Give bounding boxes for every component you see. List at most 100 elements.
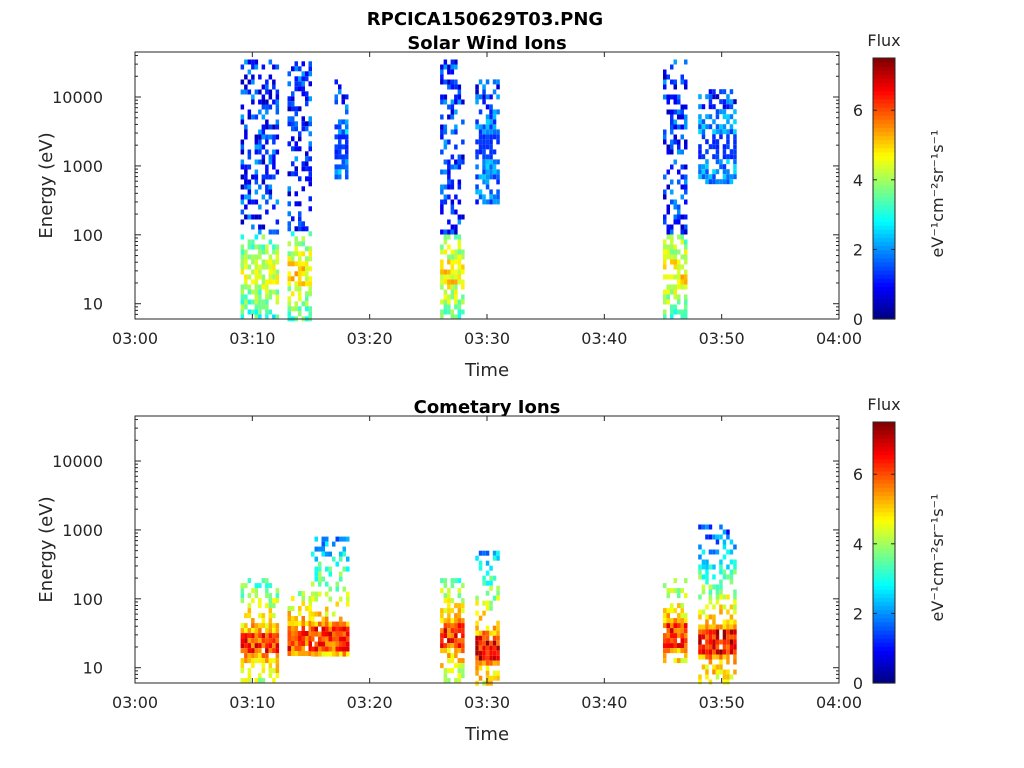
flux-cell <box>496 169 500 175</box>
flux-cell <box>492 134 497 140</box>
flux-cell <box>301 226 305 232</box>
flux-cell <box>287 116 291 122</box>
panel-title: Cometary Ions <box>414 397 561 418</box>
flux-cell <box>244 59 248 65</box>
colorbar-segment <box>873 249 895 255</box>
flux-cell <box>305 91 309 97</box>
flux-cell <box>265 164 269 170</box>
flux-cell <box>325 641 329 647</box>
flux-cell <box>482 199 486 205</box>
flux-cell <box>261 104 266 110</box>
flux-cell <box>447 658 451 664</box>
flux-cell <box>314 546 318 552</box>
flux-cell <box>729 629 734 635</box>
flux-cell <box>335 631 339 637</box>
flux-cell <box>482 635 486 641</box>
flux-cell <box>708 524 713 530</box>
flux-cell <box>708 584 713 590</box>
flux-cell <box>719 579 723 585</box>
colorbar-segment <box>873 499 895 505</box>
flux-cell <box>454 99 458 105</box>
flux-cell <box>447 603 451 609</box>
flux-cell <box>461 623 465 629</box>
flux-cell <box>254 234 259 240</box>
flux-cell <box>247 309 252 315</box>
flux-cell <box>496 625 500 631</box>
flux-cell <box>251 623 255 629</box>
flux-cell <box>346 651 350 657</box>
flux-cell <box>305 276 309 282</box>
colorbar-segment <box>873 58 895 63</box>
flux-cell <box>677 114 681 120</box>
flux-cell <box>247 593 252 599</box>
flux-cell <box>298 591 302 596</box>
flux-cell <box>684 274 688 280</box>
flux-cell <box>298 81 302 87</box>
flux-cell <box>268 608 273 614</box>
flux-cell <box>461 254 465 260</box>
flux-cell <box>443 294 448 300</box>
flux-cell <box>663 638 667 644</box>
flux-cell <box>663 583 667 589</box>
colorbar-segment <box>873 196 895 202</box>
flux-cell <box>712 629 716 635</box>
flux-cell <box>670 64 674 70</box>
flux-cell <box>443 289 448 295</box>
flux-cell <box>677 269 681 275</box>
flux-cell <box>440 613 444 619</box>
flux-cell <box>265 588 269 594</box>
flux-cell <box>663 613 667 619</box>
flux-cell <box>726 644 730 650</box>
flux-cell <box>684 304 688 310</box>
flux-cell <box>342 586 346 592</box>
flux-cell <box>673 309 677 315</box>
flux-cell <box>482 600 486 606</box>
colorbar-segment <box>873 159 895 165</box>
flux-cell <box>450 69 455 75</box>
flux-cell <box>251 279 255 285</box>
flux-cell <box>265 99 269 105</box>
flux-cell <box>265 184 269 190</box>
colorbar-title: Flux <box>867 31 900 50</box>
flux-cell <box>265 134 269 140</box>
flux-cell <box>440 124 444 130</box>
flux-cell <box>258 184 262 190</box>
flux-cell <box>298 176 302 182</box>
flux-cell <box>663 643 667 649</box>
flux-cell <box>726 169 730 175</box>
flux-cell <box>258 309 262 315</box>
flux-cell <box>450 209 455 215</box>
flux-cell <box>251 618 255 624</box>
flux-cell <box>247 578 252 584</box>
flux-cell <box>454 259 458 265</box>
flux-cell <box>450 279 455 285</box>
flux-cell <box>345 134 349 140</box>
flux-cell <box>670 259 674 265</box>
flux-cell <box>440 199 444 205</box>
flux-cell <box>440 663 444 669</box>
flux-cell <box>475 199 479 205</box>
flux-cell <box>726 94 730 100</box>
flux-cell <box>489 169 493 175</box>
flux-cell <box>729 89 734 95</box>
flux-cell <box>254 259 259 265</box>
flux-cell <box>311 611 315 617</box>
flux-cell <box>454 678 458 684</box>
flux-cell <box>287 306 291 312</box>
flux-cell <box>478 94 483 100</box>
flux-cell <box>457 603 462 609</box>
flux-cell <box>275 598 280 604</box>
flux-cell <box>261 194 266 200</box>
flux-cell <box>461 279 465 285</box>
flux-cell <box>314 571 318 577</box>
flux-cell <box>318 546 322 552</box>
flux-cell <box>443 229 448 235</box>
flux-cell <box>294 156 298 162</box>
flux-cell <box>275 254 280 260</box>
flux-cell <box>447 259 451 265</box>
flux-cell <box>346 631 350 637</box>
flux-cell <box>298 276 302 282</box>
flux-cell <box>712 549 716 555</box>
flux-cell <box>305 156 309 162</box>
flux-cell <box>719 649 723 655</box>
